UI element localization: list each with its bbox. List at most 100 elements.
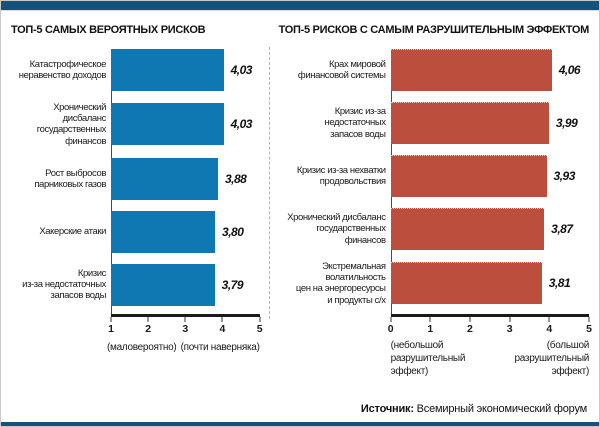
bar bbox=[390, 155, 547, 197]
bar-category-label: Экстремальная волатильность цен на энерг… bbox=[295, 261, 386, 306]
bar-row: Катастрофическое неравенство доходов 4,03 bbox=[11, 49, 260, 91]
axis-captions: (маловероятно) (почти наверняка) bbox=[107, 339, 260, 383]
bar bbox=[111, 263, 215, 306]
bar-plot-area: 3,93 bbox=[390, 155, 589, 197]
axis-tick-number: 2 bbox=[467, 322, 473, 335]
axis-tick-number: 1 bbox=[427, 322, 434, 335]
axis-tick bbox=[147, 316, 149, 322]
bar bbox=[390, 208, 545, 250]
bar-plot-area: 3,79 bbox=[111, 263, 260, 306]
bar-value-label: 4,03 bbox=[230, 117, 253, 132]
bar-row: Экстремальная волатильность цен на энерг… bbox=[279, 261, 589, 306]
chart-title: ТОП-5 САМЫХ ВЕРОЯТНЫХ РИСКОВ bbox=[11, 24, 206, 36]
bar-category-label: Хронический дисбаланс государственных фи… bbox=[36, 102, 107, 147]
bar-plot-area: 3,87 bbox=[390, 208, 589, 250]
bar-value-label: 3,80 bbox=[222, 224, 244, 239]
bar-category-label: Рост выбросов парниковых газов bbox=[34, 167, 106, 190]
axis-tick-labels: 0 1 2 3 4 5 bbox=[387, 322, 592, 335]
axis-ticks bbox=[390, 316, 590, 322]
chart-divider bbox=[268, 47, 270, 319]
axis-tick-labels: 1 2 3 4 5 bbox=[108, 322, 263, 335]
x-axis-baseline bbox=[390, 313, 589, 317]
axis-caption-right: (почти наверняка) bbox=[180, 341, 260, 353]
bar-row: Крах мировой финансовой системы 4,06 bbox=[279, 49, 589, 91]
bar-row: Хакерские атаки 3,80 bbox=[11, 210, 260, 253]
bar-plot-area: 3,80 bbox=[111, 210, 260, 253]
bar-rows: Катастрофическое неравенство доходов 4,03… bbox=[11, 49, 260, 314]
bar bbox=[111, 103, 224, 146]
axis-caption-left: (небольшой разрушительный эффект) bbox=[390, 339, 466, 377]
bar-row: Кризис из-за нехватки продовольствия 3,93 bbox=[279, 155, 589, 197]
bar bbox=[111, 157, 218, 200]
chart-most-probable-risks: ТОП-5 САМЫХ ВЕРОЯТНЫХ РИСКОВ Катастрофич… bbox=[11, 11, 263, 383]
axis-tick bbox=[509, 316, 511, 322]
bar-value-label: 3,99 bbox=[555, 116, 578, 130]
bar-category-label: Крах мировой финансовой системы bbox=[297, 58, 386, 81]
axis-tick-number: 1 bbox=[108, 322, 114, 335]
axis-caption-left: (маловероятно) bbox=[107, 341, 177, 353]
bar-row: Кризис из-за недостаточных запасов воды 3… bbox=[279, 102, 589, 144]
axis-tick-number: 4 bbox=[219, 322, 226, 335]
bar bbox=[111, 210, 216, 253]
bar-plot-area: 3,99 bbox=[390, 102, 589, 144]
axis-tick bbox=[390, 316, 392, 322]
axis-tick-number: 5 bbox=[256, 322, 263, 335]
axis-tick bbox=[429, 316, 431, 322]
bar-plot-area: 3,88 bbox=[111, 157, 260, 200]
source-line: Источник: Всемирный экономический форум bbox=[361, 403, 587, 415]
axis-tick-number: 0 bbox=[387, 322, 394, 335]
bar bbox=[111, 49, 224, 91]
axis-tick bbox=[184, 316, 186, 322]
bottom-accent-bar bbox=[1, 422, 599, 426]
axis-tick-number: 3 bbox=[182, 322, 189, 335]
axis-tick bbox=[469, 316, 471, 322]
bar-value-label: 3,81 bbox=[548, 276, 571, 291]
axis-tick-number: 4 bbox=[546, 322, 553, 335]
bar-category-label: Кризис из-за нехватки продовольствия bbox=[296, 164, 386, 187]
bar-plot-area: 4,03 bbox=[111, 49, 260, 91]
bar-category-label: Хронический дисбаланс государственных фи… bbox=[287, 212, 386, 246]
axis-tick bbox=[110, 316, 112, 322]
bar-category-label: Хакерские атаки bbox=[39, 226, 106, 238]
x-axis: 0 1 2 3 4 5 (небольшой разрушительный эффект)… bbox=[387, 313, 592, 383]
x-axis: 1 2 3 4 5 (маловероятно) (почти наверняка) bbox=[107, 313, 263, 383]
axis-ticks bbox=[110, 316, 261, 322]
bar bbox=[390, 49, 552, 91]
source-text: Всемирный экономический форум bbox=[416, 403, 588, 415]
axis-caption-right: (большой разрушительный эффект) bbox=[514, 339, 590, 377]
axis-tick bbox=[548, 316, 550, 322]
bar-value-label: 4,03 bbox=[230, 63, 253, 77]
axis-tick-number: 5 bbox=[586, 322, 592, 335]
bar-row: Кризис из-за недостаточных запасов воды 3… bbox=[11, 263, 260, 306]
bar-plot-area: 4,03 bbox=[111, 103, 260, 146]
bar-plot-area: 4,06 bbox=[390, 49, 589, 91]
bar bbox=[390, 262, 542, 305]
bar-row: Рост выбросов парниковых газов 3,88 bbox=[11, 157, 260, 200]
bar-value-label: 3,93 bbox=[553, 169, 576, 183]
axis-captions: (небольшой разрушительный эффект) (больш… bbox=[390, 339, 590, 383]
x-axis-baseline bbox=[111, 313, 260, 317]
axis-tick bbox=[221, 316, 223, 322]
charts-container: ТОП-5 САМЫХ ВЕРОЯТНЫХ РИСКОВ Катастрофич… bbox=[1, 11, 599, 383]
top-accent-bar bbox=[1, 1, 599, 11]
chart-title: ТОП-5 РИСКОВ С САМЫМ РАЗРУШИТЕЛЬНЫМ ЭФФЕ… bbox=[278, 24, 590, 36]
bar-category-label: Кризис из-за недостаточных запасов воды bbox=[324, 106, 386, 140]
axis-tick bbox=[259, 316, 261, 322]
chart-most-destructive-risks: ТОП-5 РИСКОВ С САМЫМ РАЗРУШИТЕЛЬНЫМ ЭФФЕ… bbox=[278, 11, 592, 383]
bar-value-label: 4,06 bbox=[558, 63, 581, 77]
bar-value-label: 3,79 bbox=[221, 277, 244, 292]
axis-tick-number: 3 bbox=[506, 322, 513, 335]
bar-value-label: 3,88 bbox=[224, 171, 247, 186]
bar-row: Хронический дисбаланс государственных фи… bbox=[279, 208, 589, 250]
source-label: Источник: bbox=[360, 403, 414, 415]
bar-category-label: Катастрофическое неравенство доходов bbox=[18, 58, 107, 81]
bar-rows: Крах мировой финансовой системы 4,06 Кризи… bbox=[279, 49, 589, 314]
bar-plot-area: 3,81 bbox=[390, 262, 589, 305]
bar-category-label: Кризис из-за недостаточных запасов воды bbox=[22, 268, 106, 302]
axis-tick-number: 2 bbox=[145, 322, 152, 335]
bar-value-label: 3,87 bbox=[551, 222, 573, 236]
axis-tick bbox=[588, 316, 590, 322]
bar bbox=[390, 102, 549, 144]
bar-row: Хронический дисбаланс государственных фи… bbox=[11, 102, 260, 147]
